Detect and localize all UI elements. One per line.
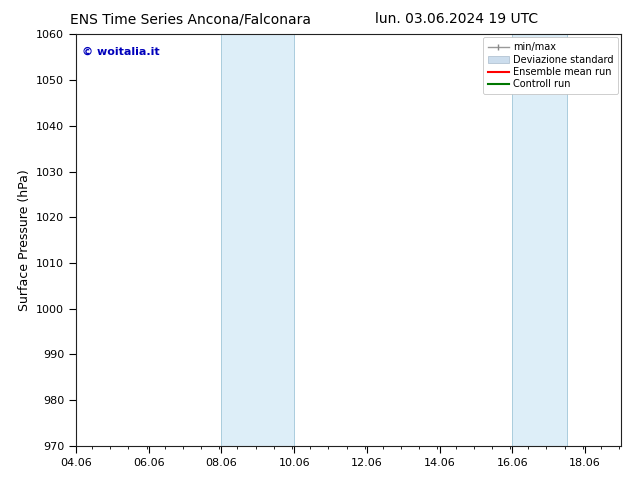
Y-axis label: Surface Pressure (hPa): Surface Pressure (hPa) [18,169,30,311]
Text: ENS Time Series Ancona/Falconara: ENS Time Series Ancona/Falconara [70,12,311,26]
Bar [512,34,567,446]
Text: © woitalia.it: © woitalia.it [82,47,159,57]
Legend: min/max, Deviazione standard, Ensemble mean run, Controll run: min/max, Deviazione standard, Ensemble m… [483,37,618,94]
Bar [221,34,294,446]
Text: lun. 03.06.2024 19 UTC: lun. 03.06.2024 19 UTC [375,12,538,26]
